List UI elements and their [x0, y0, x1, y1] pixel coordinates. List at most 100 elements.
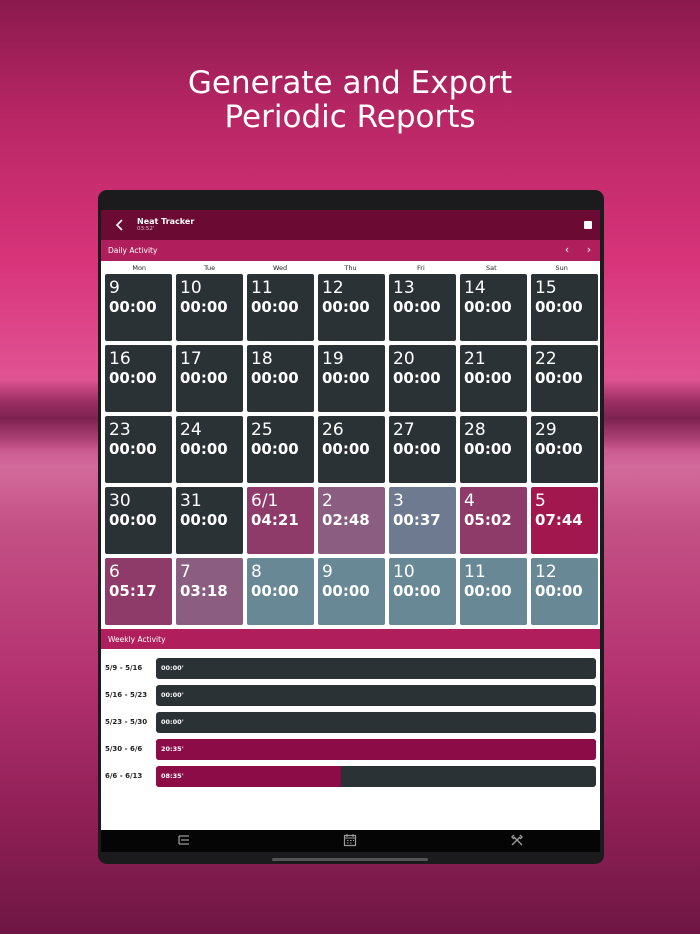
week-total-time: 00:00'	[161, 690, 184, 699]
day-number: 23	[109, 420, 131, 440]
tab-list[interactable]	[101, 830, 267, 852]
day-number: 5	[535, 491, 546, 511]
headline-line-2: Periodic Reports	[224, 99, 476, 135]
bottom-tab-bar	[101, 830, 600, 852]
calendar-day-cell[interactable]: 19 00:00	[318, 345, 385, 412]
day-duration: 00:00	[393, 440, 441, 458]
weekly-row[interactable]: 5/9 - 5/16 00:00'	[105, 657, 596, 679]
calendar-day-cell[interactable]: 16 00:00	[105, 345, 172, 412]
day-duration: 00:00	[393, 298, 441, 316]
calendar-day-cell[interactable]: 18 00:00	[247, 345, 314, 412]
day-duration: 00:00	[535, 440, 583, 458]
elapsed-time: 03:52'	[137, 226, 155, 232]
week-progress-fill	[156, 765, 341, 787]
headline-line-1: Generate and Export	[187, 65, 513, 101]
calendar-day-cell[interactable]: 10 00:00	[176, 274, 243, 341]
calendar-day-cell[interactable]: 29 00:00	[531, 416, 598, 483]
calendar-day-cell[interactable]: 6/1 04:21	[247, 487, 314, 554]
day-duration: 00:00	[251, 369, 299, 387]
day-number: 15	[535, 278, 557, 298]
weekday-label: Sun	[555, 264, 568, 272]
weekly-row[interactable]: 6/6 - 6/13 08:35'	[105, 765, 596, 787]
weekly-activity-label: Weekly Activity	[108, 634, 166, 644]
day-duration: 00:00	[109, 511, 157, 529]
calendar-day-cell[interactable]: 24 00:00	[176, 416, 243, 483]
weekly-rows: 5/9 - 5/16 00:00' 5/16 - 5/23 00:00' 5/23 - …	[101, 649, 600, 787]
week-total-time: 00:00'	[161, 663, 184, 672]
weekday-label: Sat	[485, 264, 497, 272]
tab-tools[interactable]	[434, 830, 600, 852]
next-period-button[interactable]: ›	[586, 243, 592, 256]
calendar-day-cell[interactable]: 12 00:00	[531, 558, 598, 625]
calendar-day-cell[interactable]: 3 00:37	[389, 487, 456, 554]
weekday-header: Mon Tue Wed Thu Fri Sat Sun	[101, 263, 600, 274]
day-duration: 00:00	[251, 582, 299, 600]
calendar-day-cell[interactable]: 28 00:00	[460, 416, 527, 483]
day-number: 17	[180, 349, 202, 369]
day-duration: 00:00	[180, 369, 228, 387]
day-number: 9	[322, 562, 333, 582]
tab-calendar[interactable]	[267, 830, 433, 852]
day-number: 10	[393, 562, 415, 582]
day-duration: 00:00	[180, 511, 228, 529]
day-duration: 00:00	[251, 298, 299, 316]
day-number: 6	[109, 562, 120, 582]
day-number: 12	[322, 278, 344, 298]
day-duration: 00:00	[535, 298, 583, 316]
chevron-left-icon[interactable]	[113, 218, 127, 232]
stop-square-icon[interactable]	[584, 221, 592, 229]
calendar-day-cell[interactable]: 17 00:00	[176, 345, 243, 412]
weekly-row[interactable]: 5/16 - 5/23 00:00'	[105, 684, 596, 706]
calendar-day-cell[interactable]: 15 00:00	[531, 274, 598, 341]
day-number: 11	[464, 562, 486, 582]
daily-activity-label: Daily Activity	[108, 246, 158, 255]
weekday-label: Thu	[344, 264, 357, 272]
day-number: 4	[464, 491, 475, 511]
day-number: 21	[464, 349, 486, 369]
day-duration: 00:00	[322, 440, 370, 458]
day-number: 29	[535, 420, 557, 440]
calendar-day-cell[interactable]: 27 00:00	[389, 416, 456, 483]
day-number: 8	[251, 562, 262, 582]
calendar-day-cell[interactable]: 20 00:00	[389, 345, 456, 412]
weekly-row[interactable]: 5/23 - 5/30 00:00'	[105, 711, 596, 733]
calendar-day-cell[interactable]: 21 00:00	[460, 345, 527, 412]
day-number: 14	[464, 278, 486, 298]
calendar-day-cell[interactable]: 10 00:00	[389, 558, 456, 625]
promo-headline: Generate and Export Periodic Reports	[0, 66, 700, 134]
day-duration: 05:17	[109, 582, 157, 600]
calendar-day-cell[interactable]: 11 00:00	[460, 558, 527, 625]
calendar-day-cell[interactable]: 5 07:44	[531, 487, 598, 554]
app-title: Neat Tracker	[137, 217, 195, 226]
calendar-day-cell[interactable]: 11 00:00	[247, 274, 314, 341]
calendar-day-cell[interactable]: 8 00:00	[247, 558, 314, 625]
calendar-day-cell[interactable]: 22 00:00	[531, 345, 598, 412]
tools-icon	[510, 833, 524, 850]
day-duration: 00:00	[109, 369, 157, 387]
calendar-day-cell[interactable]: 26 00:00	[318, 416, 385, 483]
calendar-day-cell[interactable]: 14 00:00	[460, 274, 527, 341]
weekday-label: Wed	[272, 264, 288, 272]
calendar-day-cell[interactable]: 31 00:00	[176, 487, 243, 554]
day-number: 2	[322, 491, 333, 511]
calendar-day-cell[interactable]: 30 00:00	[105, 487, 172, 554]
calendar-day-cell[interactable]: 13 00:00	[389, 274, 456, 341]
calendar-day-cell[interactable]: 2 02:48	[318, 487, 385, 554]
day-number: 6/1	[251, 491, 279, 511]
calendar-day-cell[interactable]: 9 00:00	[318, 558, 385, 625]
calendar-day-cell[interactable]: 7 03:18	[176, 558, 243, 625]
calendar-day-cell[interactable]: 6 05:17	[105, 558, 172, 625]
previous-period-button[interactable]: ‹	[564, 243, 570, 256]
weekly-row[interactable]: 5/30 - 6/6 20:35'	[105, 738, 596, 760]
week-progress-track: 20:35'	[156, 738, 596, 760]
day-number: 19	[322, 349, 344, 369]
day-number: 30	[109, 491, 131, 511]
day-number: 12	[535, 562, 557, 582]
calendar-day-cell[interactable]: 4 05:02	[460, 487, 527, 554]
calendar-day-cell[interactable]: 9 00:00	[105, 274, 172, 341]
calendar-day-cell[interactable]: 12 00:00	[318, 274, 385, 341]
day-duration: 00:00	[464, 298, 512, 316]
calendar-day-cell[interactable]: 25 00:00	[247, 416, 314, 483]
day-number: 28	[464, 420, 486, 440]
calendar-day-cell[interactable]: 23 00:00	[105, 416, 172, 483]
